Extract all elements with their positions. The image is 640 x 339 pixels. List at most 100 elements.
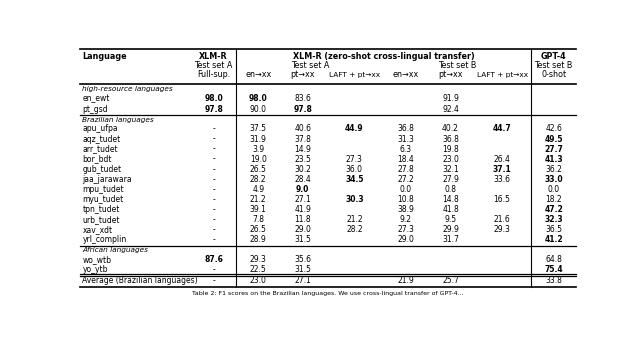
Text: Test set A: Test set A	[291, 61, 329, 70]
Text: arr_tudet: arr_tudet	[83, 144, 118, 154]
Text: apu_ufpa: apu_ufpa	[83, 124, 118, 134]
Text: 27.8: 27.8	[397, 165, 414, 174]
Text: 41.2: 41.2	[545, 235, 563, 244]
Text: bor_bdt: bor_bdt	[83, 155, 112, 164]
Text: XLM-R (zero-shot cross-lingual transfer): XLM-R (zero-shot cross-lingual transfer)	[293, 52, 474, 61]
Text: 7.8: 7.8	[252, 215, 264, 224]
Text: 26.5: 26.5	[250, 225, 267, 234]
Text: LAFT + pt→xx: LAFT + pt→xx	[477, 72, 527, 78]
Text: yrl_complin: yrl_complin	[83, 235, 127, 244]
Text: 27.7: 27.7	[544, 144, 563, 154]
Text: 42.6: 42.6	[545, 124, 562, 134]
Text: 21.2: 21.2	[346, 215, 363, 224]
Text: 31.5: 31.5	[294, 235, 311, 244]
Text: 98.0: 98.0	[204, 95, 223, 103]
Text: aqz_tudet: aqz_tudet	[83, 135, 121, 143]
Text: 36.8: 36.8	[442, 135, 459, 143]
Text: 9.2: 9.2	[400, 215, 412, 224]
Text: 40.2: 40.2	[442, 124, 459, 134]
Text: myu_tudet: myu_tudet	[83, 195, 124, 204]
Text: 26.4: 26.4	[493, 155, 511, 164]
Text: 37.8: 37.8	[294, 135, 311, 143]
Text: 29.0: 29.0	[294, 225, 311, 234]
Text: 41.8: 41.8	[442, 205, 459, 214]
Text: 14.8: 14.8	[442, 195, 459, 204]
Text: 37.5: 37.5	[250, 124, 267, 134]
Text: 27.3: 27.3	[346, 155, 363, 164]
Text: 49.5: 49.5	[545, 135, 563, 143]
Text: 39.1: 39.1	[250, 205, 267, 214]
Text: 32.1: 32.1	[442, 165, 459, 174]
Text: 40.6: 40.6	[294, 124, 311, 134]
Text: 41.3: 41.3	[545, 155, 563, 164]
Text: -: -	[212, 265, 215, 274]
Text: 97.8: 97.8	[293, 104, 312, 114]
Text: yo_ytb: yo_ytb	[83, 265, 108, 274]
Text: Test set B: Test set B	[438, 61, 477, 70]
Text: 35.6: 35.6	[294, 255, 311, 264]
Text: 44.9: 44.9	[345, 124, 364, 134]
Text: -: -	[212, 215, 215, 224]
Text: 91.9: 91.9	[442, 95, 459, 103]
Text: 37.1: 37.1	[493, 165, 511, 174]
Text: 18.2: 18.2	[545, 195, 562, 204]
Text: 0-shot: 0-shot	[541, 70, 566, 79]
Text: mpu_tudet: mpu_tudet	[83, 185, 124, 194]
Text: African languages: African languages	[83, 247, 148, 253]
Text: 21.2: 21.2	[250, 195, 266, 204]
Text: 36.8: 36.8	[397, 124, 414, 134]
Text: Brazilian languages: Brazilian languages	[83, 117, 154, 122]
Text: XLM-R: XLM-R	[199, 52, 228, 61]
Text: 22.5: 22.5	[250, 265, 267, 274]
Text: 83.6: 83.6	[294, 95, 311, 103]
Text: 14.9: 14.9	[294, 144, 311, 154]
Text: GPT-4: GPT-4	[541, 52, 566, 61]
Text: 87.6: 87.6	[204, 255, 223, 264]
Text: Test set A: Test set A	[195, 61, 233, 70]
Text: Average (Brazilian languages): Average (Brazilian languages)	[83, 276, 198, 285]
Text: 27.1: 27.1	[294, 276, 311, 285]
Text: -: -	[212, 135, 215, 143]
Text: 31.3: 31.3	[397, 135, 414, 143]
Text: 6.3: 6.3	[400, 144, 412, 154]
Text: 28.2: 28.2	[250, 175, 266, 184]
Text: -: -	[212, 185, 215, 194]
Text: 3.9: 3.9	[252, 144, 264, 154]
Text: tpn_tudet: tpn_tudet	[83, 205, 120, 214]
Text: 97.8: 97.8	[204, 104, 223, 114]
Text: -: -	[212, 205, 215, 214]
Text: pt→xx: pt→xx	[291, 70, 315, 79]
Text: 9.0: 9.0	[296, 185, 309, 194]
Text: 27.9: 27.9	[442, 175, 459, 184]
Text: wo_wtb: wo_wtb	[83, 255, 111, 264]
Text: 27.2: 27.2	[397, 175, 414, 184]
Text: -: -	[212, 165, 215, 174]
Text: 23.5: 23.5	[294, 155, 311, 164]
Text: en→xx: en→xx	[245, 70, 271, 79]
Text: 28.9: 28.9	[250, 235, 267, 244]
Text: 31.5: 31.5	[294, 265, 311, 274]
Text: 11.8: 11.8	[294, 215, 311, 224]
Text: 19.0: 19.0	[250, 155, 267, 164]
Text: -: -	[212, 276, 215, 285]
Text: 44.7: 44.7	[493, 124, 511, 134]
Text: 92.4: 92.4	[442, 104, 459, 114]
Text: 32.3: 32.3	[545, 215, 563, 224]
Text: 29.3: 29.3	[493, 225, 511, 234]
Text: 31.7: 31.7	[442, 235, 459, 244]
Text: en_ewt: en_ewt	[83, 95, 110, 103]
Text: -: -	[212, 144, 215, 154]
Text: 10.8: 10.8	[397, 195, 414, 204]
Text: -: -	[212, 225, 215, 234]
Text: 0.0: 0.0	[548, 185, 560, 194]
Text: 27.3: 27.3	[397, 225, 414, 234]
Text: LAFT + pt→xx: LAFT + pt→xx	[329, 72, 380, 78]
Text: 23.0: 23.0	[442, 155, 459, 164]
Text: 64.8: 64.8	[545, 255, 562, 264]
Text: 29.0: 29.0	[397, 235, 414, 244]
Text: 75.4: 75.4	[545, 265, 563, 274]
Text: Table 2: F1 scores on the Brazilian languages. We use cross-lingual transfer of : Table 2: F1 scores on the Brazilian lang…	[192, 291, 464, 296]
Text: high-resource languages: high-resource languages	[83, 86, 173, 93]
Text: Test set B: Test set B	[534, 61, 573, 70]
Text: 33.6: 33.6	[493, 175, 511, 184]
